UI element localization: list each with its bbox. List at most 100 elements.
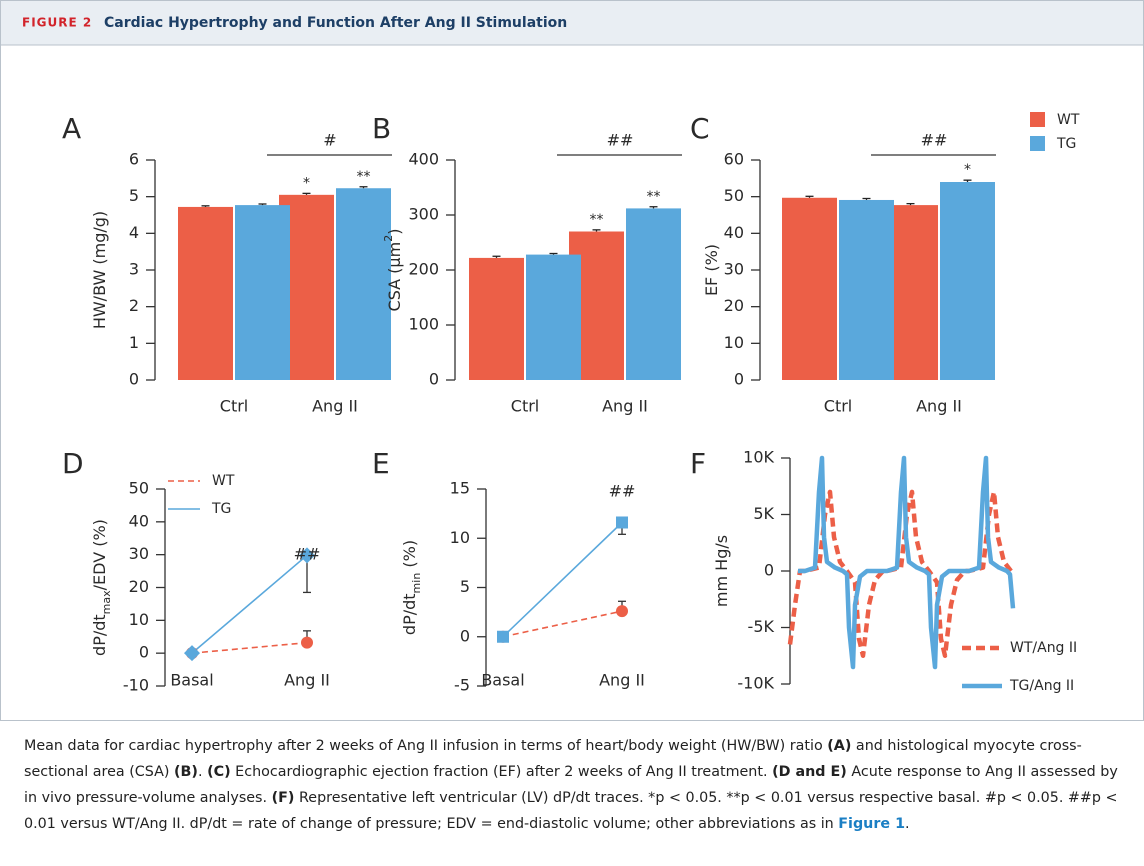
marker	[616, 605, 628, 618]
y-tick-label: 2	[129, 296, 139, 315]
y-axis-label-part: (%)	[400, 540, 419, 573]
legend-label: TG	[211, 501, 231, 517]
caption-bold: (F)	[271, 790, 295, 806]
y-tick-label: 10K	[743, 448, 774, 467]
x-tick-label: Ctrl	[511, 397, 539, 416]
panel-letter: B	[372, 112, 391, 145]
y-tick-label: 0	[429, 370, 439, 389]
legend-label: WT	[1057, 112, 1080, 128]
caption-normal: Mean data for cardiac hypertrophy after …	[24, 738, 828, 754]
y-axis-label: mm Hg/s	[712, 535, 731, 607]
bar	[235, 205, 290, 380]
y-tick-label: 50	[129, 479, 149, 498]
legend-label: WT	[212, 473, 235, 489]
y-axis-label-part: dP/dt	[90, 614, 109, 656]
marker	[497, 630, 509, 643]
caption-normal: and histological myocyte cross-sectional…	[24, 738, 1082, 780]
significance-label: ##	[294, 545, 321, 564]
y-tick-label: -5K	[748, 617, 775, 636]
significance-star: **	[590, 212, 604, 228]
y-tick-label: 300	[408, 205, 439, 224]
bar	[336, 188, 391, 380]
y-tick-label: 0	[139, 643, 149, 662]
panel-letter: E	[372, 447, 390, 480]
caption-link[interactable]: Figure 1	[838, 816, 906, 832]
panel-letter: F	[690, 447, 706, 480]
figure-label: FIGURE 2	[22, 16, 92, 30]
legend-label: TG	[1056, 136, 1076, 152]
y-tick-label: -5	[454, 676, 470, 695]
y-axis-label-part: /EDV (%)	[90, 519, 109, 590]
caption-bold: (C)	[207, 764, 231, 780]
significance-star: **	[357, 169, 371, 185]
x-tick-label: Ang II	[602, 397, 648, 416]
y-tick-label: 15	[450, 479, 470, 498]
marker	[299, 547, 315, 564]
y-tick-label: 30	[129, 544, 149, 563]
y-axis-label-part: HW/BW (mg/g)	[90, 211, 109, 329]
caption-normal: .	[197, 764, 208, 780]
significance-star: **	[647, 189, 661, 205]
caption-normal: .	[905, 816, 910, 832]
y-axis-label-part: max	[100, 590, 113, 614]
caption-normal: Representative left ventricular (LV) dP/…	[24, 790, 1118, 832]
figure-title: Cardiac Hypertrophy and Function After A…	[104, 15, 567, 31]
significance-label: ##	[609, 482, 636, 501]
y-axis-label-part: dP/dt	[400, 593, 419, 635]
y-tick-label: 30	[724, 260, 744, 279]
x-tick-label: Ctrl	[824, 397, 852, 416]
y-axis-label-part: min	[410, 573, 423, 594]
x-tick-label: Ang II	[599, 671, 645, 690]
y-tick-label: 200	[408, 260, 439, 279]
caption-bold: (B)	[174, 764, 198, 780]
panel-letter: C	[690, 112, 710, 145]
legend-label: TG/Ang II	[1009, 678, 1074, 694]
significance-star: *	[303, 175, 310, 191]
series-line	[502, 610, 623, 638]
y-axis-label-part: CSA (μm	[385, 242, 404, 312]
caption-normal: Echocardiographic ejection fraction (EF)…	[230, 764, 773, 780]
y-tick-label: 0	[129, 370, 139, 389]
bar	[626, 208, 681, 380]
bar	[940, 182, 995, 380]
legend-label: WT/Ang II	[1010, 640, 1077, 656]
y-axis-label-part: EF (%)	[702, 244, 721, 296]
caption-normal: Acute response to Ang II assessed by in …	[24, 764, 1118, 806]
marker	[616, 516, 628, 529]
y-tick-label: 5	[460, 577, 470, 596]
bar	[469, 257, 524, 380]
legend-swatch	[1030, 136, 1045, 151]
y-tick-label: 0	[460, 626, 470, 645]
y-tick-label: 3	[129, 260, 139, 279]
figure-header	[1, 1, 1143, 45]
x-tick-label: Basal	[170, 671, 213, 690]
y-tick-label: 40	[129, 511, 149, 530]
caption-bold: (D and E)	[772, 764, 847, 780]
y-tick-label: 0	[734, 370, 744, 389]
y-axis-label: EF (%)	[702, 244, 721, 296]
y-axis-label: dP/dtmax/EDV (%)	[90, 519, 113, 656]
y-tick-label: 20	[724, 296, 744, 315]
figure: FIGURE 2 Cardiac Hypertrophy and Functio…	[0, 0, 1144, 721]
y-tick-label: 5K	[753, 504, 774, 523]
y-axis-label-part: mm Hg/s	[712, 535, 731, 607]
y-axis-label: CSA (μm2)	[382, 229, 404, 312]
y-tick-label: 20	[129, 577, 149, 596]
bar	[178, 206, 233, 380]
y-tick-label: -10K	[737, 674, 774, 693]
y-tick-label: 0	[764, 561, 774, 580]
y-tick-label: 400	[408, 150, 439, 169]
caption-bold: (A)	[827, 738, 852, 754]
legend-swatch	[1030, 112, 1045, 127]
y-tick-label: 40	[724, 223, 744, 242]
significance-star: *	[964, 162, 971, 178]
bracket-label: #	[323, 131, 336, 150]
y-tick-label: 100	[408, 315, 439, 334]
y-axis-label-part: 2	[382, 235, 395, 242]
y-tick-label: 1	[129, 333, 139, 352]
bracket-label: ##	[921, 131, 948, 150]
x-tick-label: Basal	[481, 671, 524, 690]
y-tick-label: 10	[129, 610, 149, 629]
y-axis-label: dP/dtmin (%)	[400, 540, 423, 635]
x-tick-label: Ang II	[284, 671, 330, 690]
